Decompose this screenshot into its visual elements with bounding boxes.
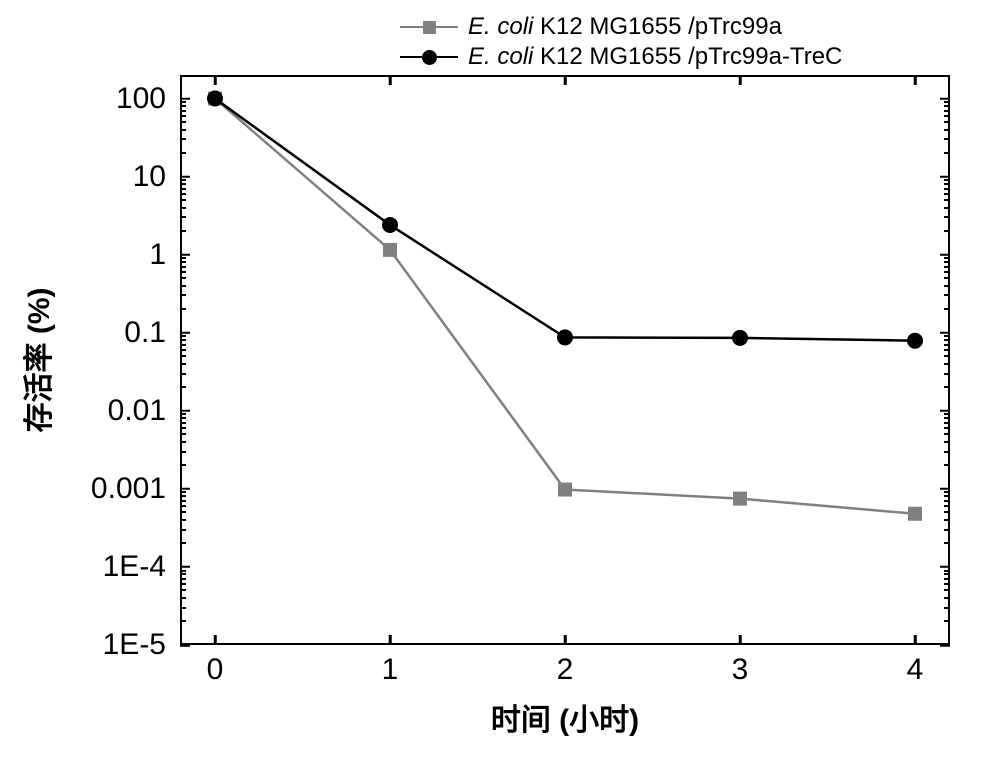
legend: E. coli K12 MG1655 /pTrc99aE. coli K12 M… [400,12,842,72]
series-marker-pTrc99a [734,492,747,505]
legend-item: E. coli K12 MG1655 /pTrc99a-TreC [400,42,842,72]
survival-chart: 1E-51E-40.0010.010.1110100 01234 存活率 (%)… [0,0,1000,757]
series-marker-pTrc99a-TreC [558,330,573,345]
series-marker-pTrc99a [384,243,397,256]
legend-item: E. coli K12 MG1655 /pTrc99a [400,12,842,42]
series-line-pTrc99a [215,99,915,514]
series-line-pTrc99a-TreC [215,99,915,341]
plot-lines [0,0,1000,757]
square-marker-icon [423,21,436,34]
series-marker-pTrc99a-TreC [733,330,748,345]
series-marker-pTrc99a-TreC [383,217,398,232]
circle-marker-icon [422,50,437,65]
series-marker-pTrc99a [559,483,572,496]
series-marker-pTrc99a-TreC [908,333,923,348]
legend-label: E. coli K12 MG1655 /pTrc99a-TreC [468,43,842,71]
legend-label: E. coli K12 MG1655 /pTrc99a [468,13,782,41]
series-marker-pTrc99a [909,507,922,520]
series-marker-pTrc99a-TreC [208,91,223,106]
